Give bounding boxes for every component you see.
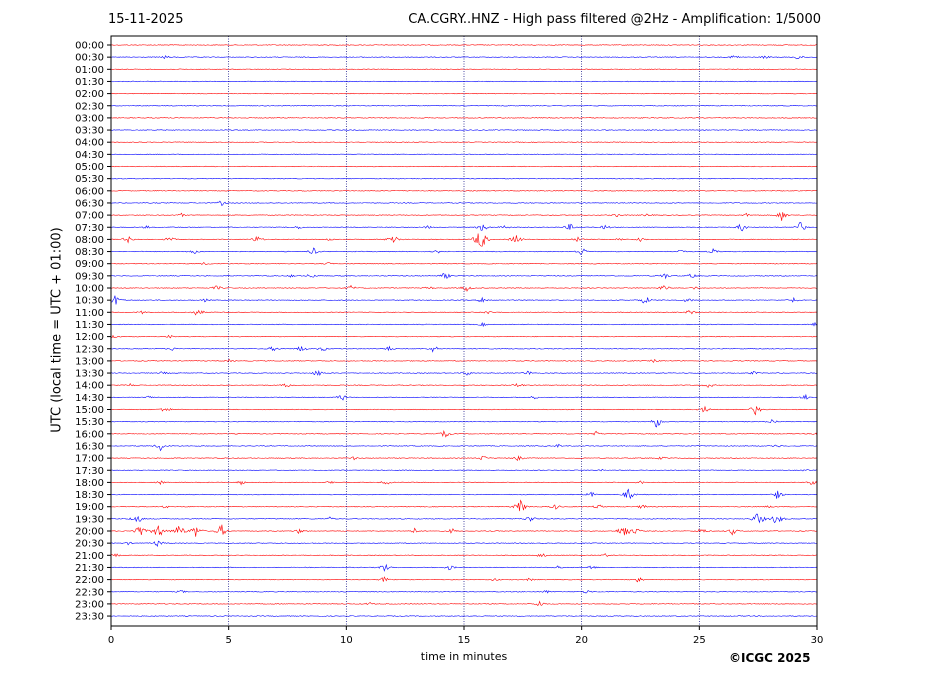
y-tick-label: 00:00 [75,41,104,52]
trace-2130 [110,563,818,572]
y-tick-label: 03:30 [75,126,104,137]
y-tick-label: 09:30 [75,271,104,282]
y-tick-label: 16:00 [75,429,104,440]
y-tick-label: 12:00 [75,332,104,343]
y-tick-label: 07:30 [75,223,104,234]
y-tick-label: 23:00 [75,599,104,610]
trace-1100 [110,309,818,316]
trace-1400 [110,382,818,388]
trace-0000 [110,44,818,46]
y-tick-label: 13:00 [75,356,104,367]
y-tick-label: 23:30 [75,612,104,623]
trace-0030 [110,55,818,60]
date-label: 15-11-2025 [108,12,184,27]
x-tick-label: 15 [458,635,471,646]
y-tick-label: 04:30 [75,150,104,161]
trace-1630 [110,443,818,452]
y-tick-label: 12:30 [75,344,104,355]
y-tick-label: 13:30 [75,369,104,380]
y-tick-label: 03:00 [75,113,104,124]
y-tick-label: 22:00 [75,575,104,586]
y-tick-label: 11:30 [75,320,104,331]
y-tick-label: 15:00 [75,405,104,416]
y-tick-label: 06:00 [75,186,104,197]
y-tick-label: 20:00 [75,527,104,538]
y-tick-label: 10:30 [75,296,104,307]
trace-1700 [110,455,818,462]
y-tick-label: 04:00 [75,138,104,149]
x-tick-label: 0 [108,635,114,646]
trace-0330 [110,129,818,131]
y-tick-label: 18:30 [75,490,104,501]
y-tick-label: 01:30 [75,77,104,88]
y-tick-label: 18:00 [75,478,104,489]
trace-2330 [110,615,818,617]
x-tick-label: 10 [340,635,353,646]
y-tick-label: 08:00 [75,235,104,246]
trace-2100 [110,553,817,558]
plot-frame [110,35,818,627]
trace-0700 [110,212,818,221]
y-tick-label: 19:00 [75,502,104,513]
trace-1730 [110,468,817,472]
trace-1430 [110,393,818,401]
y-tick-label: 22:30 [75,587,104,598]
y-tick-label: 17:30 [75,466,104,477]
y-tick-label: 10:00 [75,284,104,295]
y-tick-label: 14:30 [75,393,104,404]
x-axis-label: time in minutes [420,650,508,663]
y-tick-label: 07:00 [75,211,104,222]
grid-group [228,36,700,626]
y-tick-label: 09:00 [75,259,104,270]
trace-0930 [110,273,818,280]
y-tick-label: 21:30 [75,563,104,574]
y-tick-label: 06:30 [75,198,104,209]
y-tick-label: 01:00 [75,65,104,76]
trace-0230 [110,105,818,107]
x-tick-group: 0 5 10 15 20 25 30 [108,626,824,646]
y-tick-label: 05:00 [75,162,104,173]
trace-0630 [110,200,818,207]
y-tick-label: 14:00 [75,381,104,392]
trace-group [110,44,818,617]
x-tick-label: 20 [575,635,588,646]
y-tick-label: 02:30 [75,101,104,112]
x-tick-label: 25 [693,635,706,646]
trace-1530 [110,419,818,428]
trace-1500 [110,405,818,416]
y-tick-label: 20:30 [75,539,104,550]
trace-1800 [110,480,818,486]
trace-0300 [110,117,818,119]
y-tick-label: 11:00 [75,308,104,319]
copyright-label: ©ICGC 2025 [729,651,811,665]
y-tick-label: 19:30 [75,514,104,525]
y-tick-label: 16:30 [75,441,104,452]
y-tick-label: 00:30 [75,53,104,64]
y-tick-label: 17:00 [75,454,104,465]
x-tick-label: 5 [225,635,231,646]
trace-0730 [111,221,818,232]
y-tick-label: 05:30 [75,174,104,185]
trace-1030 [110,295,818,305]
trace-2030 [110,540,818,548]
chart-title: CA.CGRY..HNZ - High pass filtered @2Hz -… [408,12,821,27]
x-tick-label: 30 [811,635,824,646]
y-tick-label: 08:30 [75,247,104,258]
y-tick-label: 02:00 [75,89,104,100]
y-tick-label: 15:30 [75,417,104,428]
y-tick-label: 21:00 [75,551,104,562]
